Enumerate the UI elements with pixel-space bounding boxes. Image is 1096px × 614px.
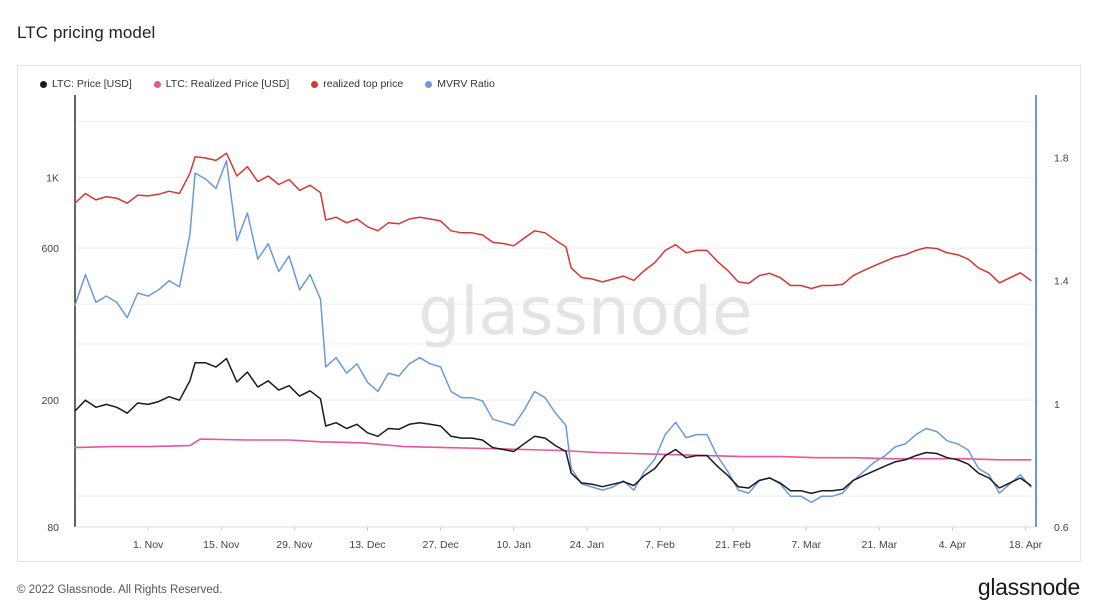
series-line-mvrv [74,159,1032,504]
legend-dot-icon [40,80,47,88]
legend-item-mvrv[interactable]: MVRV Ratio [425,78,495,90]
brand-logo: glassnode [977,574,1080,600]
y-right-tick-label: 1 [1054,399,1060,411]
chart-plot: glassnode 80 200 600 1K 0.6 1 1.4 1.8 1. Nov 15. N… [41,95,1069,551]
x-tick-label: 13. Dec [349,539,385,551]
chart-container: glassnode 80 200 600 1K 0.6 1 1.4 1.8 1. Nov 15. N… [17,65,1081,562]
chart-legend: LTC: Price [USD] LTC: Realized Price [USD… [40,78,495,90]
x-tick-label: 7. Mar [791,539,821,551]
legend-label: realized top price [323,78,404,90]
x-tick-label: 24. Jan [570,539,605,551]
legend-dot-icon [153,80,161,88]
legend-item-realized[interactable]: LTC: Realized Price [USD] [153,78,290,90]
legend-dot-icon [425,80,433,88]
legend-label: LTC: Realized Price [USD] [165,78,290,90]
legend-item-top[interactable]: realized top price [311,78,403,90]
watermark-text: glassnode [418,273,752,350]
x-tick-label: 15. Nov [203,539,240,551]
x-tick-label: 10. Jan [496,539,531,551]
series-line-price [74,357,1032,495]
legend-label: MVRV Ratio [437,78,495,90]
y-left-tick-label: 1K [46,172,59,184]
page-title: LTC pricing model [17,23,156,42]
y-left-tick-label: 80 [47,522,59,534]
x-tick-label: 21. Feb [715,539,751,551]
x-tick-label: 21. Mar [862,539,898,551]
x-tick-label: 27. Dec [423,539,459,551]
legend-dot-icon [311,80,319,88]
copyright-text: © 2022 Glassnode. All Rights Reserved. [17,584,223,596]
series-line-top [74,152,1032,290]
series-line-realized [74,438,1032,461]
y-right-tick-label: 1.8 [1054,153,1069,165]
y-left-tick-label: 600 [41,243,59,255]
y-right-tick-label: 0.6 [1054,522,1069,534]
y-left-tick-label: 200 [41,395,59,407]
x-tick-label: 29. Nov [276,539,313,551]
legend-item-price[interactable]: LTC: Price [USD] [40,78,132,90]
x-tick-label: 7. Feb [645,539,675,551]
x-tick-label: 4. Apr [939,539,967,551]
x-tick-label: 1. Nov [133,539,164,551]
y-right-tick-label: 1.4 [1054,276,1069,288]
legend-label: LTC: Price [USD] [52,78,132,90]
x-tick-label: 18. Apr [1009,539,1043,551]
